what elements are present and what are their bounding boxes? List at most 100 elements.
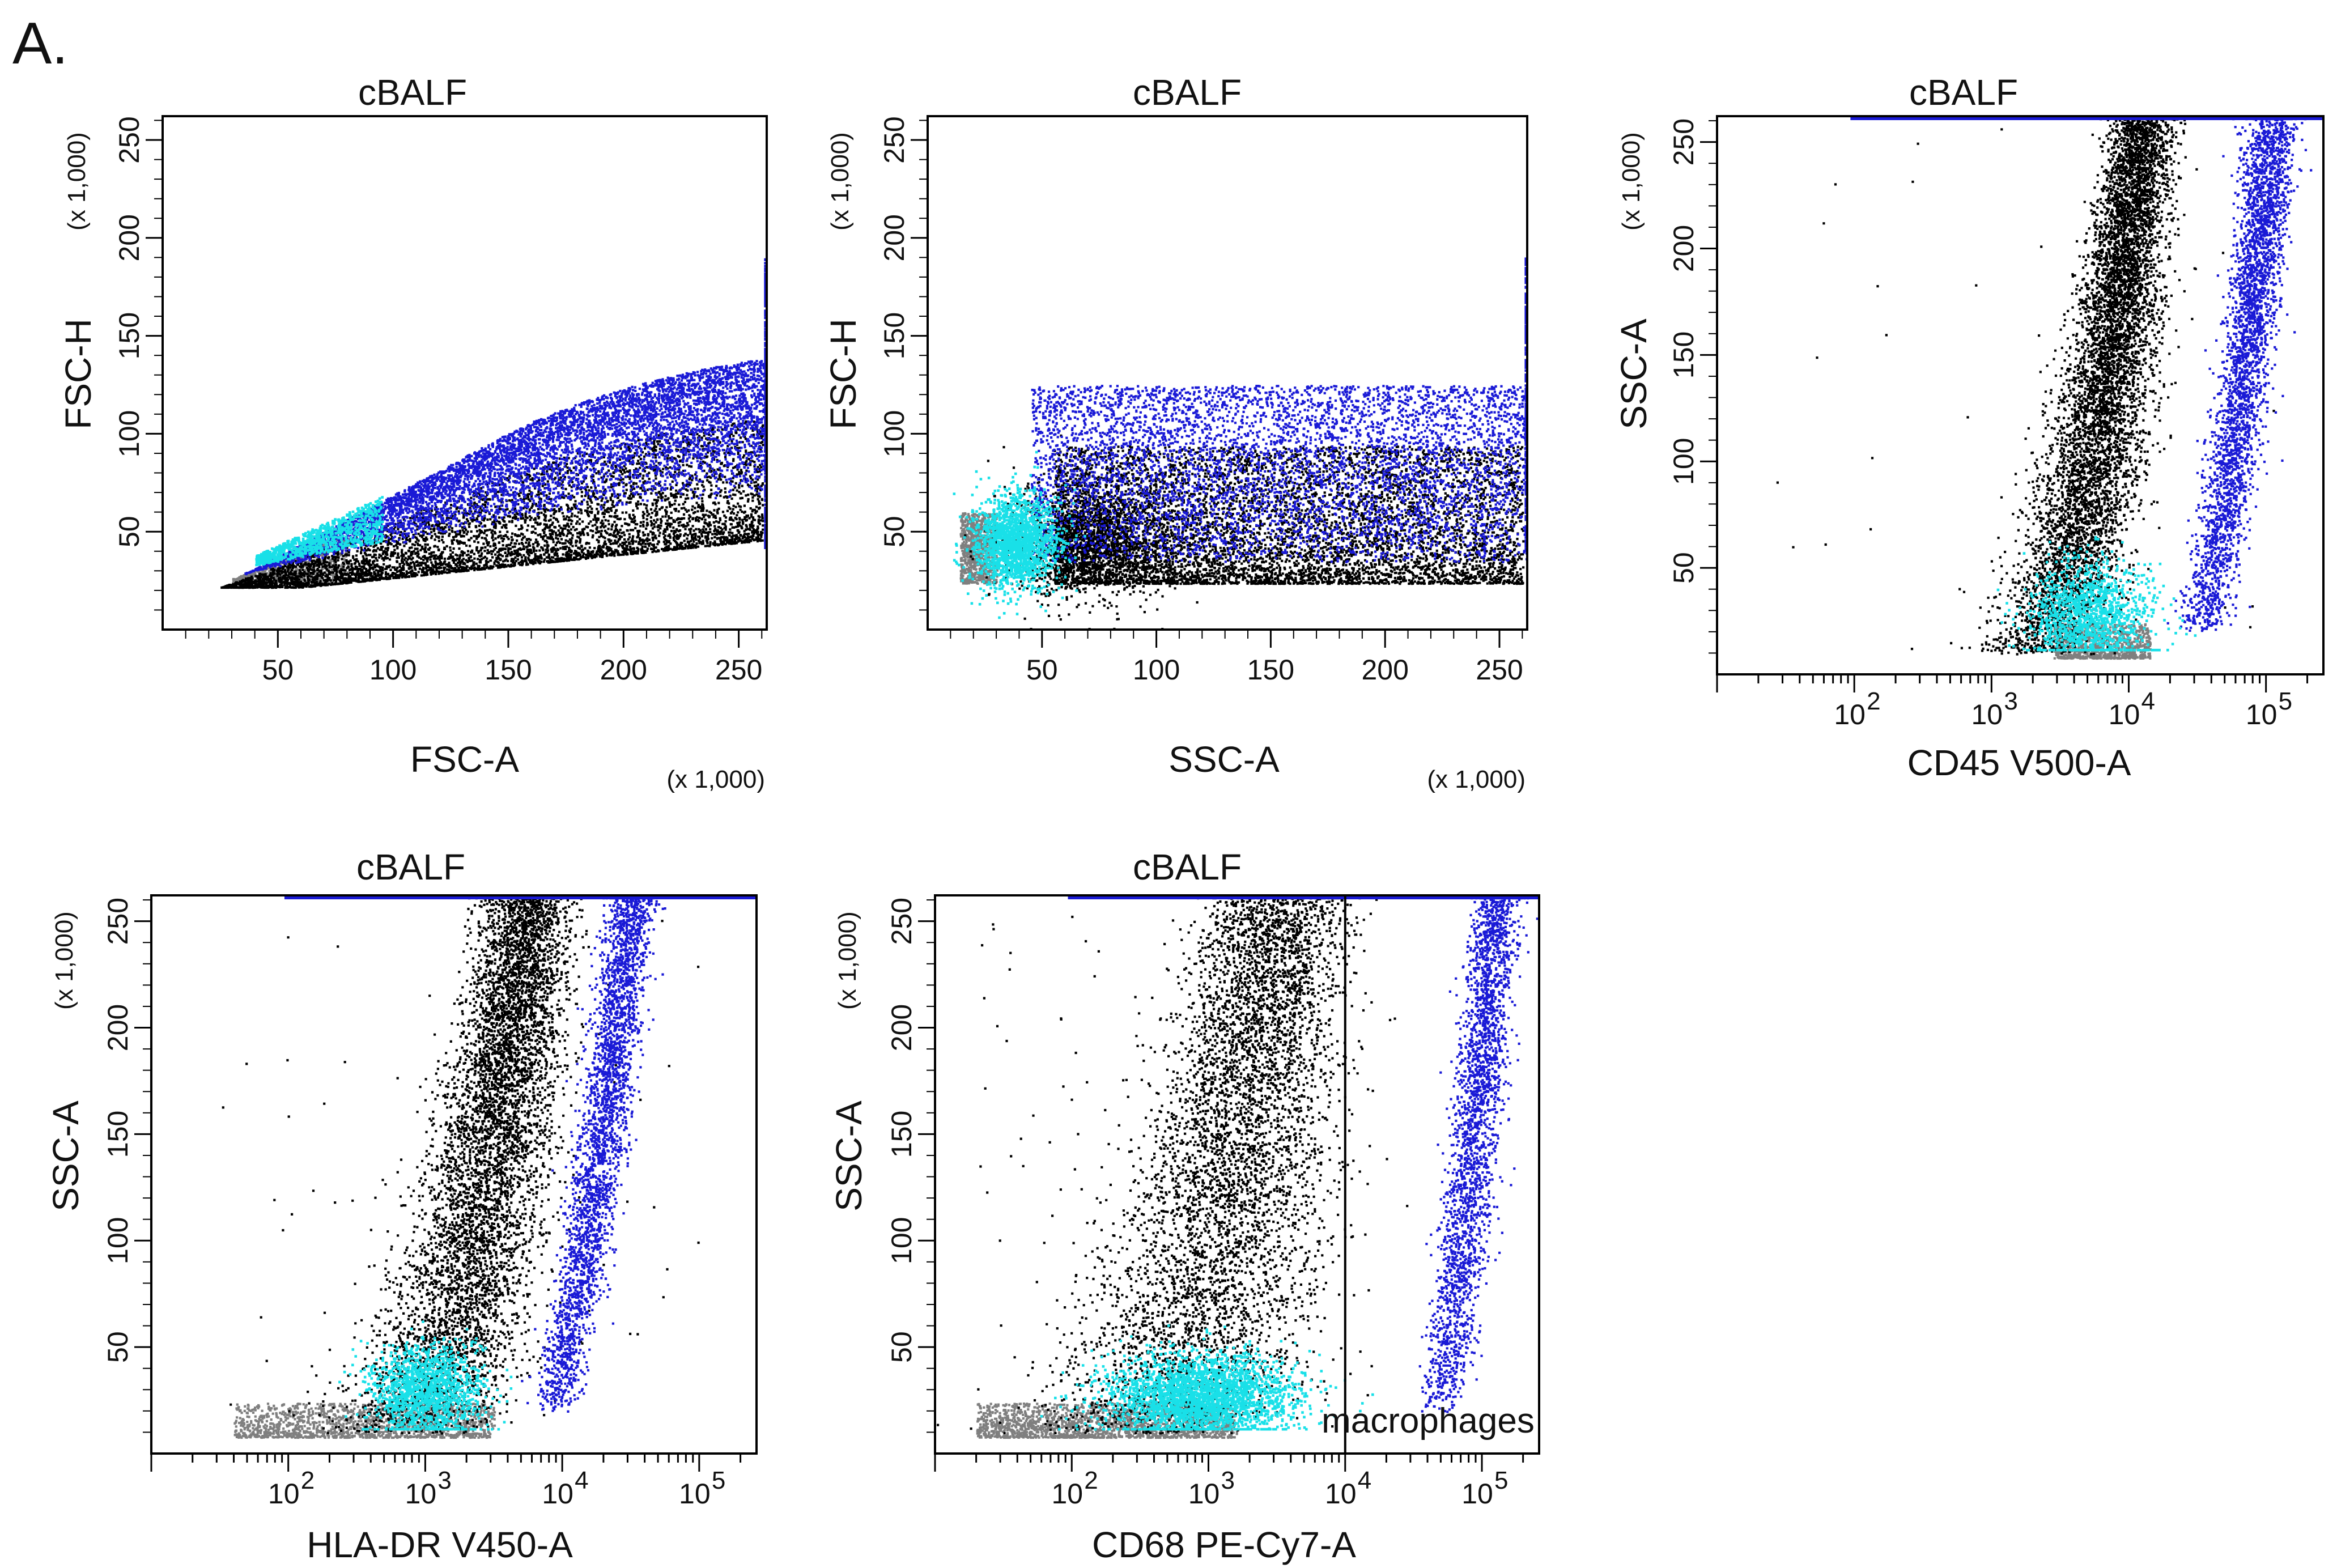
scatter-points (1776, 116, 2323, 660)
saturation-top-line (1850, 116, 2323, 120)
plot-frame (927, 115, 1528, 631)
y-tick-label: 250 (886, 898, 917, 945)
population-blue-points (2166, 118, 2313, 632)
x-tick-exponent: 3 (2004, 687, 2017, 715)
y-tick-label: 150 (886, 1111, 917, 1158)
x-axis-multiplier: (x 1,000) (666, 766, 765, 793)
x-tick-label: 10 (1461, 1478, 1493, 1510)
y-tick-label: 100 (1668, 438, 1699, 485)
x-tick-exponent: 5 (1494, 1467, 1508, 1494)
x-tick-exponent: 2 (1084, 1467, 1098, 1494)
x-tick-exponent: 5 (712, 1467, 725, 1494)
x-tick-exponent: 5 (2279, 687, 2292, 715)
x-tick-label: 150 (485, 654, 532, 686)
y-tick-label: 50 (102, 1331, 134, 1363)
y-axis-ticks: 50 100 150 200 250 (102, 898, 151, 1433)
y-axis-label: FSC-H (823, 318, 864, 430)
y-tick-label: 150 (102, 1111, 134, 1158)
x-tick-label: 10 (268, 1478, 300, 1510)
y-tick-label: 250 (878, 116, 910, 163)
plot-ssc-a-vs-fsc-h: cBALF 50 100 150 200 250 50 100 150 200 250 SSC-… (823, 72, 1528, 793)
x-axis-label: FSC-A (410, 739, 519, 780)
y-tick-label: 200 (102, 1004, 134, 1051)
y-tick-label: 100 (113, 410, 145, 457)
x-tick-label: 200 (600, 654, 647, 686)
plot-title: cBALF (1133, 847, 1242, 887)
y-tick-label: 50 (1668, 552, 1699, 584)
x-axis-label: HLA-DR V450-A (307, 1524, 573, 1565)
x-tick-label: 10 (542, 1478, 573, 1510)
plot-frame (934, 894, 1540, 1455)
x-axis-label: CD45 V500-A (1907, 742, 2131, 783)
population-cyan-points (953, 451, 1086, 619)
population-black-points (937, 897, 1409, 1435)
x-tick-label: 100 (1133, 654, 1180, 686)
population-blue-points (244, 258, 768, 576)
population-black-points (1776, 118, 2275, 656)
y-tick-label: 100 (878, 410, 910, 457)
y-tick-label: 100 (886, 1217, 917, 1264)
y-axis-label: SSC-A (45, 1100, 86, 1212)
x-tick-label: 10 (1051, 1478, 1083, 1510)
plot-title: cBALF (358, 72, 467, 113)
y-tick-label: 50 (886, 1331, 917, 1363)
plot-frame (1716, 115, 2325, 675)
x-tick-label: 10 (1188, 1478, 1220, 1510)
scatter-points (222, 895, 757, 1439)
x-axis-ticks: 10 2 10 3 10 4 10 5 (1716, 674, 2309, 730)
scatter-points (220, 258, 768, 589)
y-tick-label: 100 (102, 1217, 134, 1264)
scatter-points (953, 257, 1528, 631)
x-tick-label: 10 (1971, 699, 2003, 730)
plot-title: cBALF (1909, 72, 2018, 113)
x-tick-label: 150 (1247, 654, 1294, 686)
saturation-top-line (284, 895, 757, 899)
y-axis-multiplier: (x 1,000) (63, 132, 91, 231)
y-axis-multiplier: (x 1,000) (834, 911, 861, 1010)
population-cyan-points (255, 496, 384, 567)
plot-frame (150, 894, 758, 1455)
population-cyan-points (1040, 1324, 1374, 1431)
y-axis-ticks: 50 100 150 200 250 (878, 116, 928, 611)
y-tick-label: 200 (886, 1004, 917, 1051)
y-tick-label: 150 (878, 312, 910, 359)
y-tick-label: 200 (113, 214, 145, 261)
population-blue-points (1418, 897, 1539, 1413)
x-tick-label: 10 (2246, 699, 2277, 730)
y-tick-label: 250 (102, 898, 134, 945)
x-tick-label: 250 (715, 654, 762, 686)
x-tick-label: 200 (1361, 654, 1408, 686)
y-axis-multiplier: (x 1,000) (1617, 132, 1645, 231)
y-axis-multiplier: (x 1,000) (50, 911, 78, 1010)
plot-frame (162, 115, 768, 631)
x-axis-multiplier: (x 1,000) (1427, 766, 1526, 793)
x-tick-label: 250 (1476, 654, 1523, 686)
y-axis-ticks: 50 100 150 200 250 (113, 116, 163, 611)
y-axis-label: SSC-A (828, 1100, 869, 1212)
x-tick-label: 50 (1026, 654, 1058, 686)
x-axis-ticks: 50 100 150 200 250 (950, 630, 1523, 686)
y-tick-label: 250 (113, 116, 145, 163)
x-tick-exponent: 3 (437, 1467, 451, 1494)
plot-fsc-a-vs-fsc-h: cBALF 50 100 150 200 250 50 100 150 200 250 FSC-… (58, 72, 768, 793)
panel-letter: A. (12, 11, 68, 77)
x-tick-exponent: 4 (575, 1467, 588, 1494)
x-tick-label: 10 (1325, 1478, 1357, 1510)
x-axis-ticks: 10 2 10 3 10 4 10 5 (934, 1454, 1524, 1510)
scatter-points (937, 895, 1539, 1439)
x-tick-label: 10 (1834, 699, 1866, 730)
y-tick-label: 150 (113, 312, 145, 359)
population-cyan-points (338, 1320, 513, 1431)
plot-title: cBALF (1133, 72, 1242, 113)
y-tick-label: 50 (113, 516, 145, 547)
x-tick-label: 100 (369, 654, 417, 686)
x-tick-exponent: 2 (301, 1467, 315, 1494)
y-axis-ticks: 50 100 150 200 250 (1668, 118, 1717, 654)
x-tick-label: 10 (405, 1478, 437, 1510)
y-axis-multiplier: (x 1,000) (826, 132, 854, 231)
population-cyan-points (1996, 536, 2197, 652)
population-blue-points (1030, 257, 1528, 563)
